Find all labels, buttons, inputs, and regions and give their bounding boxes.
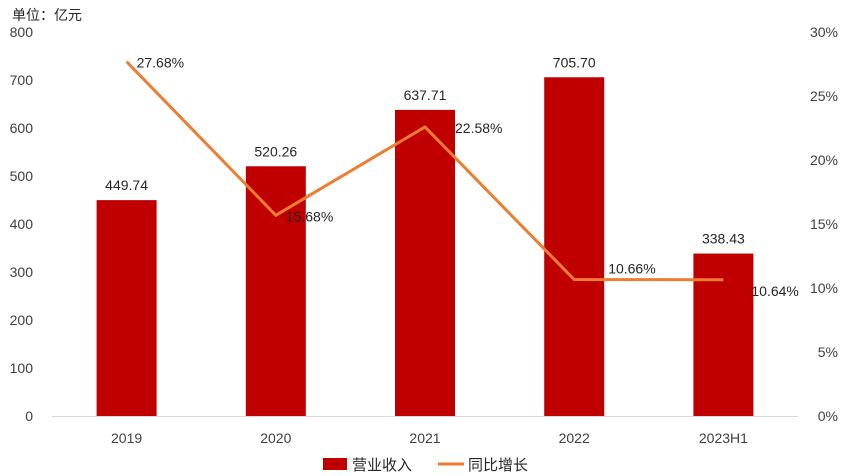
line-series-group [125, 60, 724, 282]
right-tick-label: 30% [810, 24, 838, 40]
bar-series [96, 77, 754, 416]
line-value-label: 27.68% [137, 55, 184, 71]
bar [544, 77, 605, 416]
right-tick-label: 5% [818, 344, 838, 360]
line-value-label: 15.68% [286, 208, 333, 224]
left-tick-label: 200 [10, 312, 34, 328]
line-data-labels: 27.68% 15.68% 22.58% 10.66% 10.64% [137, 55, 799, 299]
bar-data-labels: 449.74 520.26 637.71 705.70 338.43 [105, 54, 745, 246]
right-tick-label: 10% [810, 280, 838, 296]
legend-label-line: 同比增长 [468, 456, 528, 474]
line-value-label: 10.64% [751, 283, 798, 299]
x-tick-label: 2020 [260, 430, 291, 446]
bar-value-label: 705.70 [553, 54, 596, 70]
left-tick-label: 800 [10, 24, 34, 40]
bar [693, 253, 754, 416]
left-tick-label: 0 [25, 408, 33, 424]
left-tick-label: 600 [10, 120, 34, 136]
bar-value-label: 520.26 [254, 143, 297, 159]
x-tick-label: 2019 [111, 430, 142, 446]
legend: 营业收入 同比增长 [323, 456, 528, 474]
left-tick-label: 500 [10, 168, 34, 184]
bar-value-label: 449.74 [105, 177, 148, 193]
legend-swatch-bar [323, 458, 347, 470]
legend-label-bar: 营业收入 [352, 456, 412, 474]
right-axis-ticks: 0% 5% 10% 15% 20% 25% 30% [810, 24, 838, 424]
bar-value-label: 338.43 [702, 231, 745, 247]
right-tick-label: 15% [810, 216, 838, 232]
right-tick-label: 0% [818, 408, 838, 424]
line-value-label: 22.58% [455, 120, 502, 136]
x-tick-label: 2023H1 [699, 430, 748, 446]
left-tick-label: 300 [10, 264, 34, 280]
x-tick-label: 2022 [559, 430, 590, 446]
bar [245, 166, 306, 416]
right-tick-label: 25% [810, 88, 838, 104]
left-axis-ticks: 0 100 200 300 400 500 600 700 800 [10, 24, 34, 424]
growth-line [125, 60, 724, 282]
x-tick-label: 2021 [409, 430, 440, 446]
right-tick-label: 20% [810, 152, 838, 168]
bar [96, 200, 157, 416]
left-tick-label: 400 [10, 216, 34, 232]
bar [395, 109, 455, 416]
x-axis-ticks: 2019 2020 2021 2022 2023H1 [111, 430, 748, 446]
left-tick-label: 700 [10, 72, 34, 88]
line-value-label: 10.66% [608, 261, 655, 277]
left-tick-label: 100 [10, 360, 34, 376]
bar-value-label: 637.71 [404, 87, 447, 103]
unit-label: 单位：亿元 [12, 8, 82, 24]
